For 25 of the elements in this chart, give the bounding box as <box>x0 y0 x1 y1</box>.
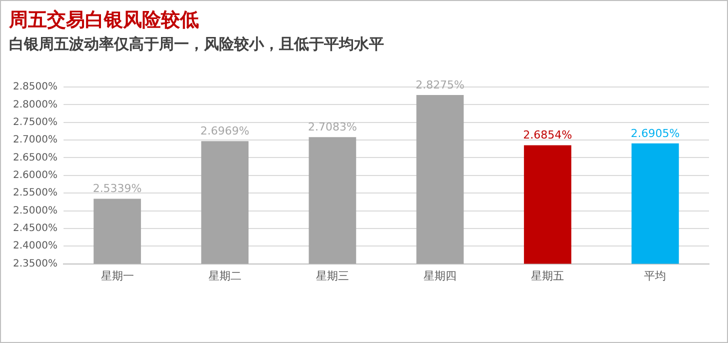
y-tick-label: 2.8000% <box>12 99 58 110</box>
y-tick-label: 2.7000% <box>12 134 58 146</box>
x-tick-label: 平均 <box>644 269 666 282</box>
x-tick-label: 星期五 <box>531 269 564 282</box>
data-label: 2.6969% <box>200 124 250 138</box>
y-tick-label: 2.8500% <box>12 82 58 93</box>
data-label: 2.6905% <box>630 126 680 140</box>
y-tick-label: 2.5500% <box>12 188 58 199</box>
x-tick-label: 星期四 <box>424 269 457 282</box>
y-tick-label: 2.4000% <box>12 240 58 252</box>
y-tick-label: 2.6500% <box>12 152 58 164</box>
y-tick-label: 2.5000% <box>12 205 58 216</box>
chart-subtitle: 白银周五波动率仅高于周一，风险较小，且低于平均水平 <box>9 35 384 54</box>
y-tick-label: 2.3500% <box>12 258 58 270</box>
data-label: 2.8275% <box>416 78 465 92</box>
x-tick-label: 星期一 <box>100 269 134 282</box>
chart-title: 周五交易白银风险较低 <box>9 8 199 33</box>
data-label: 2.5339% <box>92 182 142 196</box>
data-label: 2.7083% <box>308 120 357 134</box>
y-tick-label: 2.4500% <box>12 223 58 234</box>
y-tick-label: 2.6000% <box>12 170 58 181</box>
data-label: 2.6854% <box>523 128 572 142</box>
x-tick-label: 星期二 <box>208 269 242 282</box>
y-tick-label: 2.7500% <box>12 116 58 128</box>
x-tick-label: 星期三 <box>316 269 349 282</box>
